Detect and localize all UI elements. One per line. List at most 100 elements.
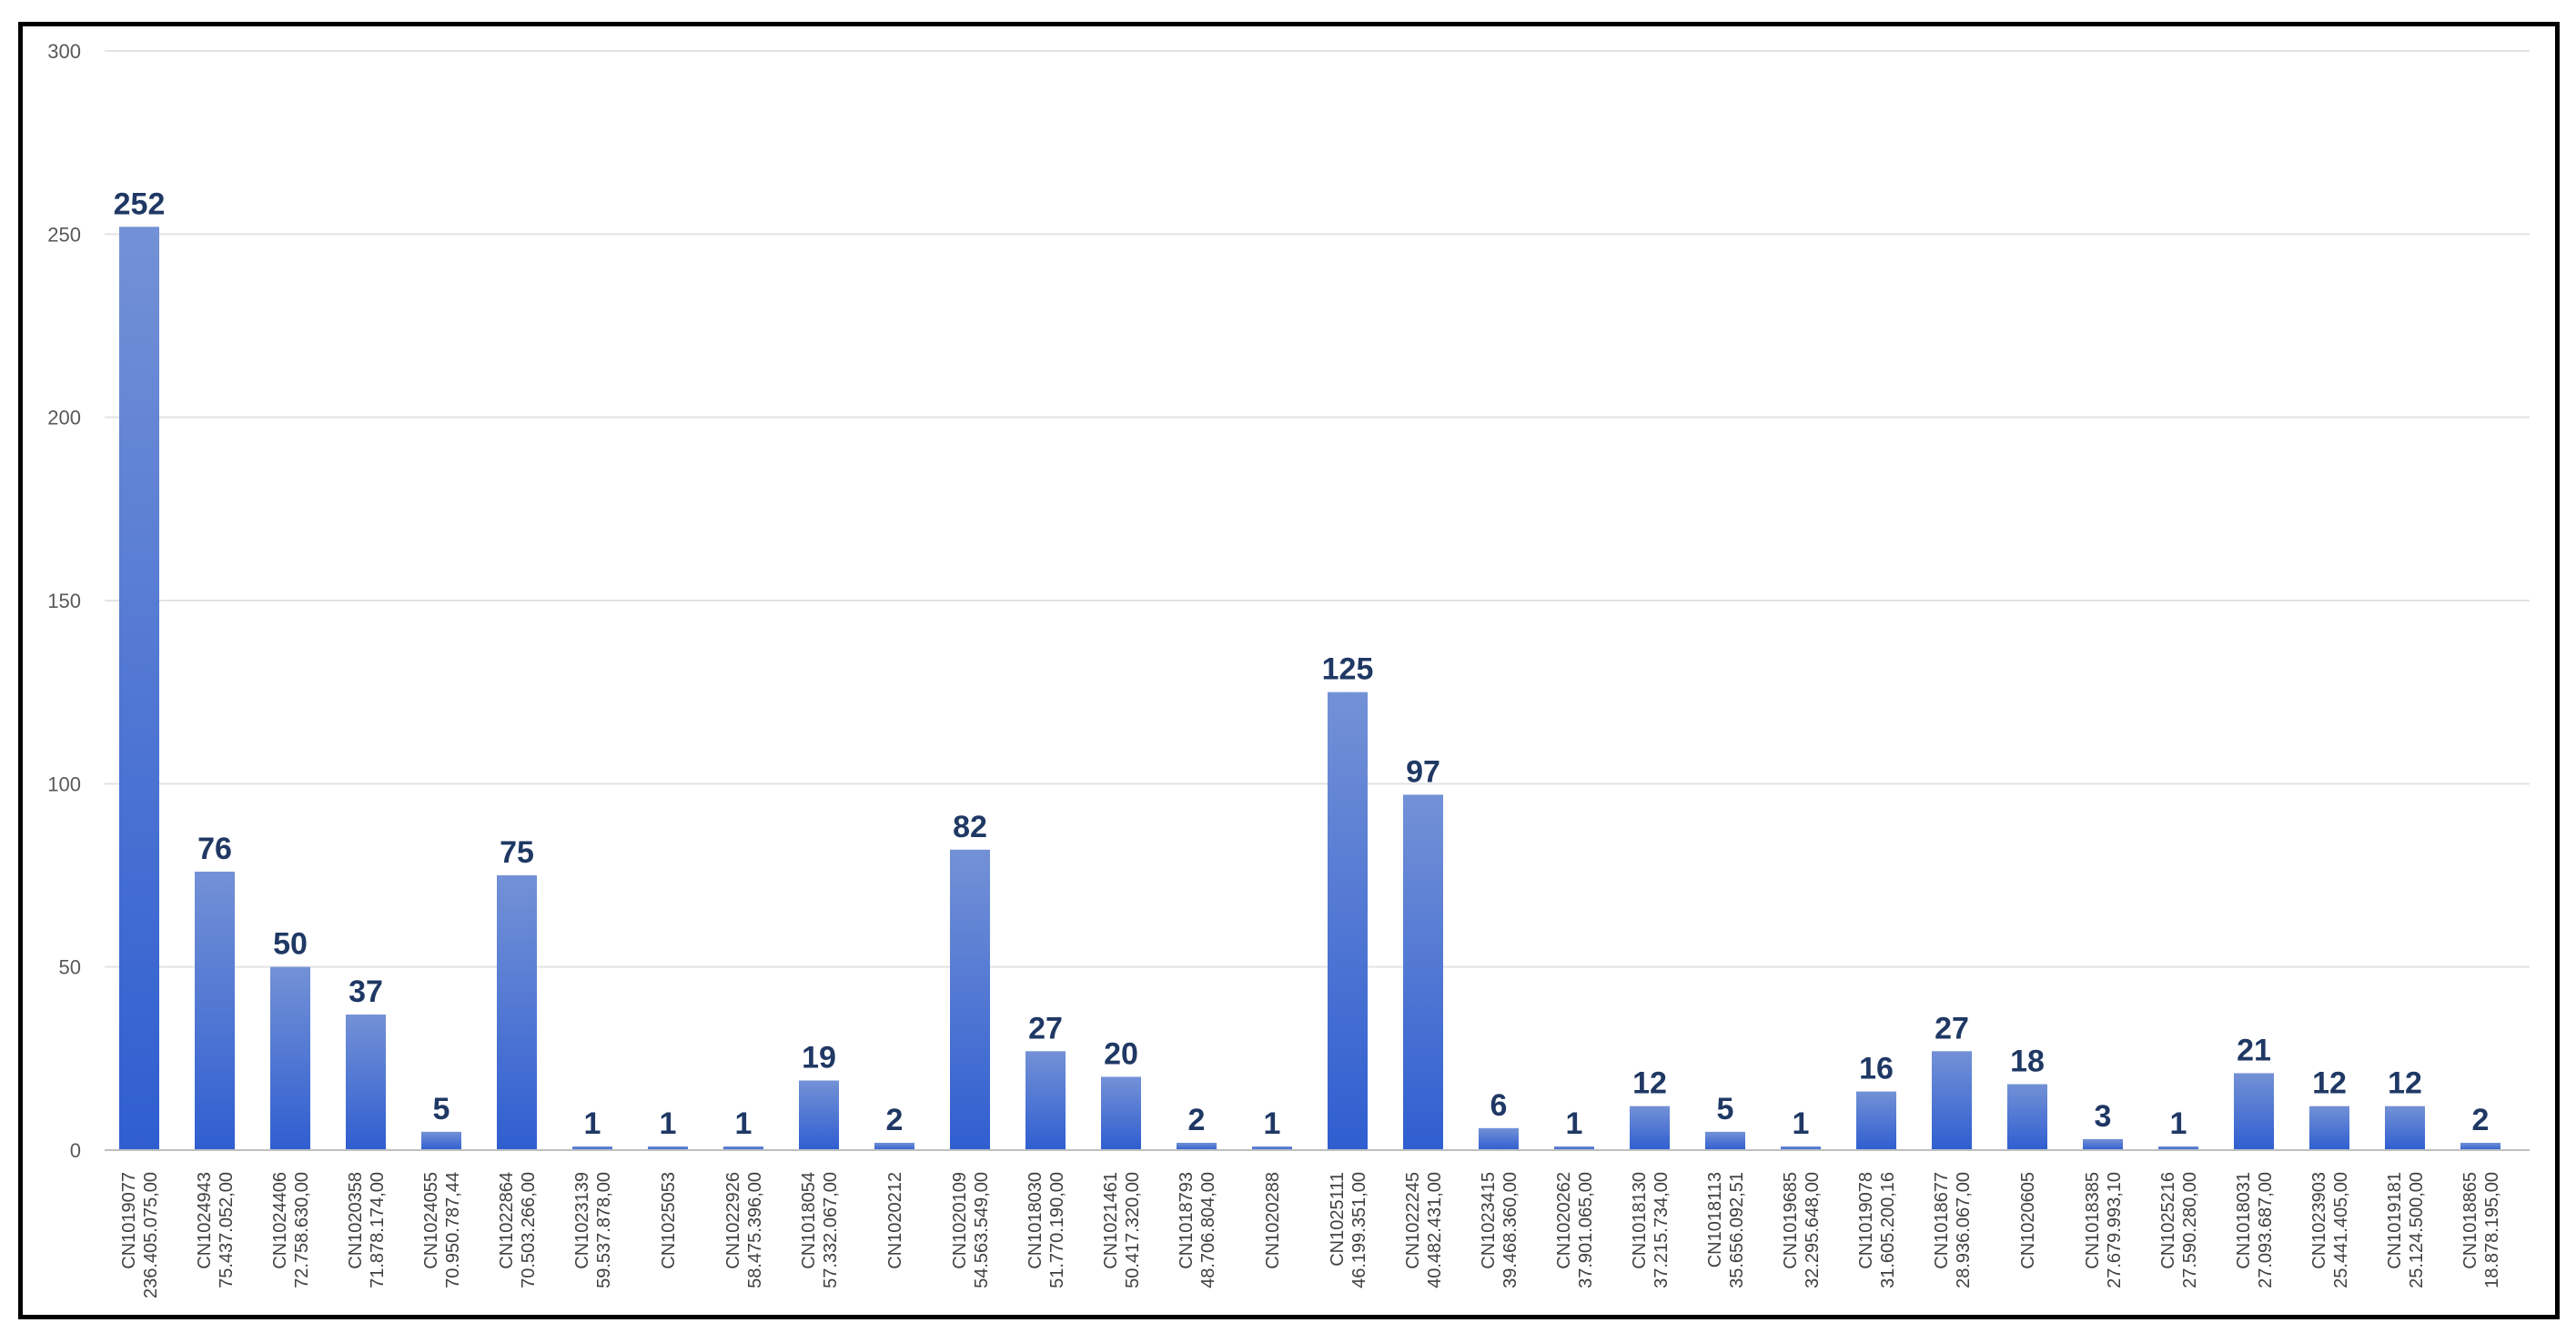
x-category-label: CN1020605 — [2018, 1172, 2038, 1269]
data-label: 37 — [349, 974, 383, 1009]
category-amount: 54.563.549,00 — [972, 1172, 992, 1288]
category-amount: 37.901.065,00 — [1576, 1172, 1596, 1288]
category-amount: 59.537.878,00 — [594, 1172, 614, 1288]
x-axis-categories: CN1019077 236.405.075,00 CN1024943 75.437.0… — [119, 1172, 2502, 1298]
x-category-label: CN1018031 27.093.687,00 — [2234, 1172, 2276, 1288]
category-amount: 70.950.787,44 — [443, 1172, 463, 1288]
bar — [270, 966, 310, 1150]
x-category-label: CN1020358 71.878.174,00 — [346, 1172, 388, 1288]
category-code: CN1024406 — [270, 1172, 290, 1269]
data-label: 1 — [735, 1106, 753, 1141]
bar — [2309, 1106, 2349, 1150]
bar — [1781, 1146, 1821, 1150]
chart-frame: 0 50 100 150 200 250 300 252 76 50 37 5 75 1 1 1 19 2 82 2… — [18, 22, 2560, 1319]
category-code: CN1019078 — [1856, 1172, 1876, 1269]
category-amount: 31.605.200,16 — [1878, 1172, 1898, 1288]
category-code: CN1018793 — [1177, 1172, 1197, 1269]
category-code: CN1019685 — [1781, 1172, 1801, 1269]
category-amount: 25.124.500,00 — [2407, 1172, 2427, 1288]
x-category-label: CN1025111 46.199.351,00 — [1328, 1172, 1369, 1288]
category-code: CN1020262 — [1554, 1172, 1574, 1269]
bar — [1856, 1091, 1896, 1150]
x-category-label: CN1022245 40.482.431,00 — [1403, 1172, 1445, 1288]
x-category-label: CN1021461 50.417.320,00 — [1101, 1172, 1143, 1288]
data-label: 20 — [1104, 1036, 1138, 1071]
category-code: CN1020288 — [1263, 1172, 1283, 1269]
category-amount: 18.878.195,00 — [2482, 1172, 2502, 1288]
data-label: 97 — [1406, 754, 1440, 789]
x-category-label: CN1020212 — [885, 1172, 905, 1269]
x-category-label: CN1020262 37.901.065,00 — [1554, 1172, 1596, 1288]
data-label: 12 — [2312, 1066, 2347, 1101]
data-label: 2 — [2472, 1103, 2490, 1137]
bar — [572, 1146, 612, 1150]
category-code: CN1018385 — [2083, 1172, 2103, 1269]
bar — [497, 875, 537, 1150]
category-amount: 48.706.804,00 — [1198, 1172, 1218, 1288]
data-label: 75 — [500, 835, 534, 870]
bar — [874, 1142, 914, 1150]
bar — [1630, 1106, 1670, 1150]
category-amount: 75.437.052,00 — [217, 1172, 237, 1288]
data-label: 2 — [1188, 1103, 1206, 1137]
bar — [421, 1131, 461, 1150]
data-label: 12 — [1632, 1066, 1667, 1101]
data-label: 3 — [2095, 1099, 2112, 1134]
bar — [1252, 1146, 1292, 1150]
data-label: 16 — [1859, 1052, 1894, 1086]
category-code: CN1018113 — [1705, 1172, 1725, 1267]
x-category-label: CN1024406 72.758.630,00 — [270, 1172, 312, 1288]
bar — [1932, 1051, 1972, 1150]
x-category-label: CN1023139 59.537.878,00 — [572, 1172, 614, 1288]
data-label: 2 — [886, 1103, 904, 1137]
bar — [119, 227, 159, 1150]
category-amount: 236.405.075,00 — [141, 1172, 161, 1298]
category-code: CN1022864 — [497, 1172, 517, 1269]
category-amount: 58.475.396,00 — [745, 1172, 765, 1288]
category-amount: 28.936.067,00 — [1954, 1172, 1974, 1288]
bar — [1403, 794, 1443, 1150]
data-label: 1 — [1264, 1106, 1281, 1141]
bar — [1025, 1051, 1066, 1150]
category-code: CN1024943 — [195, 1172, 215, 1269]
bar — [950, 849, 990, 1150]
x-category-label: CN1018793 48.706.804,00 — [1177, 1172, 1218, 1288]
x-category-label: CN1022864 70.503.266,00 — [497, 1172, 539, 1288]
bar — [195, 871, 235, 1150]
x-category-label: CN1022926 58.475.396,00 — [723, 1172, 765, 1288]
x-category-label: CN1019078 31.605.200,16 — [1856, 1172, 1898, 1288]
category-code: CN1023139 — [572, 1172, 592, 1269]
bar — [2385, 1106, 2425, 1150]
data-label: 50 — [273, 927, 308, 962]
x-category-label: CN1018677 28.936.067,00 — [1932, 1172, 1974, 1288]
category-code: CN1023903 — [2309, 1172, 2329, 1269]
data-label: 5 — [1717, 1092, 1734, 1126]
category-amount: 50.417.320,00 — [1123, 1172, 1143, 1288]
x-category-label: CN1020288 — [1263, 1172, 1283, 1269]
data-label: 1 — [1566, 1106, 1583, 1141]
data-label: 76 — [197, 832, 232, 866]
category-code: CN1018031 — [2234, 1172, 2254, 1269]
x-category-label: CN1025216 27.590.280,00 — [2158, 1172, 2200, 1288]
category-amount: 25.441.405,00 — [2331, 1172, 2351, 1288]
x-category-label: CN1024943 75.437.052,00 — [195, 1172, 237, 1288]
category-code: CN1023415 — [1479, 1172, 1499, 1269]
category-code: CN1018054 — [799, 1172, 819, 1269]
category-code: CN1018130 — [1630, 1172, 1650, 1269]
x-category-label: CN1019181 25.124.500,00 — [2385, 1172, 2427, 1288]
category-amount: 57.332.067,00 — [821, 1172, 841, 1288]
bar — [2460, 1142, 2500, 1150]
x-category-label: CN1023415 39.468.360,00 — [1479, 1172, 1520, 1288]
data-label: 5 — [433, 1092, 450, 1126]
bar — [1328, 692, 1368, 1150]
y-tick-label: 100 — [47, 772, 81, 795]
y-tick-label: 200 — [47, 407, 81, 429]
category-code: CN1020212 — [885, 1172, 905, 1269]
data-label: 21 — [2237, 1033, 2271, 1067]
bar — [1101, 1076, 1141, 1150]
x-category-label: CN1018030 51.770.190,00 — [1025, 1172, 1067, 1288]
data-label: 1 — [2170, 1106, 2187, 1141]
category-amount: 35.656.092,51 — [1727, 1172, 1747, 1288]
